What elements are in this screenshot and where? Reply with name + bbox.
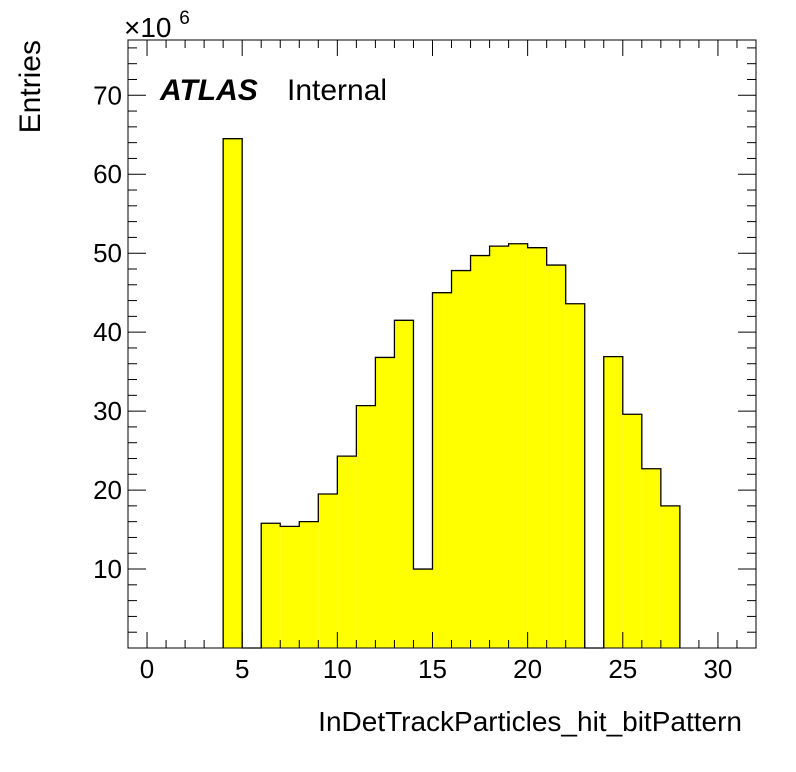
x-tick-label: 10 <box>323 654 352 684</box>
histogram-bar <box>280 526 300 648</box>
histogram-bar <box>489 246 509 648</box>
histogram-bars <box>222 138 681 649</box>
histogram-bar <box>356 405 376 648</box>
histogram-bar <box>565 303 585 648</box>
x-tick-label: 20 <box>513 654 542 684</box>
histogram-bar <box>641 468 661 648</box>
histogram-bar <box>318 494 338 648</box>
histogram-bar <box>432 292 452 648</box>
x-tick-label: 5 <box>235 654 249 684</box>
internal-label: Internal <box>287 74 387 107</box>
histogram-outline <box>222 138 681 649</box>
histogram-bar <box>223 138 243 648</box>
histogram-bar <box>375 357 395 648</box>
histogram-bar <box>394 320 414 648</box>
histogram-bar <box>660 505 680 648</box>
x-axis-label: InDetTrackParticles_hit_bitPattern <box>318 706 742 737</box>
x-tick-label: 0 <box>140 654 154 684</box>
histogram-bar <box>337 456 357 648</box>
histogram-bar <box>451 270 471 648</box>
histogram-bar <box>261 523 281 648</box>
axis-ticks <box>128 40 756 648</box>
plot-frame <box>127 39 757 649</box>
atlas-label: ATLAS <box>159 74 258 107</box>
x-tick-label: 30 <box>703 654 732 684</box>
histogram-bar <box>470 255 490 648</box>
x-tick-label: 25 <box>608 654 637 684</box>
histogram-bar <box>508 243 528 648</box>
histogram-bar <box>413 569 433 648</box>
y-tick-label: 10 <box>93 554 122 584</box>
histogram-bar <box>299 521 319 648</box>
multiplier-exponent: 6 <box>179 8 190 29</box>
histogram-bar <box>546 265 566 648</box>
multiplier-base: ×10 <box>124 12 172 43</box>
y-tick-label: 50 <box>93 238 122 268</box>
histogram-bar <box>603 356 623 648</box>
x-tick-label: 15 <box>418 654 447 684</box>
axis-tick-labels: 0 5 10 15 20 25 30 10 20 30 40 50 60 70 <box>93 80 732 684</box>
y-tick-label: 60 <box>93 159 122 189</box>
histogram-bar <box>622 414 642 648</box>
y-tick-label: 20 <box>93 475 122 505</box>
y-axis-label: Entries <box>14 40 47 133</box>
y-multiplier-label: ×10 6 <box>124 8 190 43</box>
y-tick-label: 70 <box>93 80 122 110</box>
histogram-bar <box>527 247 547 648</box>
y-tick-label: 40 <box>93 317 122 347</box>
y-tick-label: 30 <box>93 396 122 426</box>
